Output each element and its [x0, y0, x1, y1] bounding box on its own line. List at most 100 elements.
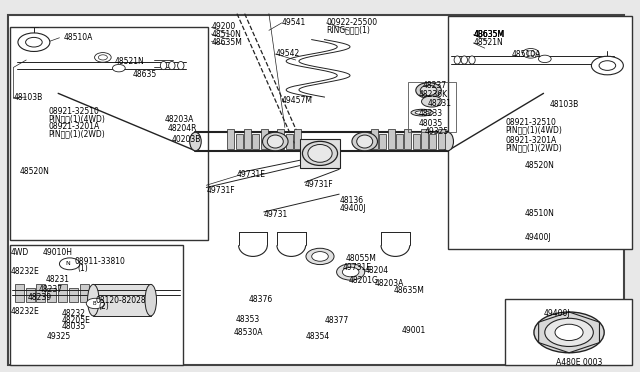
Ellipse shape: [189, 132, 201, 151]
Text: PINピン(1)(4WD): PINピン(1)(4WD): [49, 114, 106, 123]
Text: 48510A: 48510A: [511, 50, 541, 59]
Text: 49542: 49542: [275, 49, 300, 58]
Text: 48635M: 48635M: [473, 29, 504, 39]
Text: 08921-32510: 08921-32510: [505, 119, 556, 128]
Circle shape: [545, 318, 593, 346]
Bar: [438, 129, 445, 149]
Text: 48205E: 48205E: [61, 316, 90, 325]
Text: 49325: 49325: [47, 331, 71, 341]
Ellipse shape: [416, 83, 442, 98]
Ellipse shape: [415, 111, 429, 115]
Text: RINGリング(1): RINGリング(1): [326, 26, 371, 35]
Text: 48232: 48232: [61, 310, 85, 318]
Bar: [260, 129, 268, 149]
Bar: [388, 129, 395, 149]
Bar: [26, 288, 35, 302]
Text: (1): (1): [77, 264, 88, 273]
Ellipse shape: [356, 135, 372, 148]
Circle shape: [306, 248, 334, 264]
Text: 48231: 48231: [45, 275, 69, 284]
Text: 48236K: 48236K: [419, 90, 448, 99]
Bar: [236, 134, 243, 149]
Bar: [404, 129, 412, 149]
Text: A480E 0003: A480E 0003: [556, 357, 603, 366]
Text: 49400J: 49400J: [543, 310, 570, 318]
Text: 49400J: 49400J: [524, 233, 551, 243]
Text: 48035: 48035: [61, 322, 86, 331]
Bar: [244, 129, 251, 149]
Ellipse shape: [422, 96, 442, 107]
Text: 48203A: 48203A: [164, 115, 193, 124]
Ellipse shape: [88, 285, 99, 316]
Text: 49457M: 49457M: [282, 96, 313, 105]
Text: 48354: 48354: [306, 331, 330, 341]
Text: 08120-82028: 08120-82028: [95, 296, 146, 305]
Circle shape: [99, 55, 108, 60]
Text: 48136: 48136: [339, 196, 364, 205]
Circle shape: [95, 52, 111, 62]
Bar: [294, 129, 301, 149]
Bar: [80, 284, 89, 302]
Bar: [47, 288, 56, 302]
Ellipse shape: [411, 109, 433, 116]
Circle shape: [555, 324, 583, 340]
Text: 48233: 48233: [419, 109, 442, 118]
Text: 49400J: 49400J: [339, 204, 366, 213]
Text: 49731F: 49731F: [305, 180, 333, 189]
Circle shape: [113, 64, 125, 72]
Ellipse shape: [161, 61, 167, 70]
Bar: [10, 27, 208, 240]
Text: 49731F: 49731F: [206, 186, 235, 195]
Text: 48376: 48376: [248, 295, 273, 304]
Text: 48103B: 48103B: [13, 93, 43, 102]
Text: 48237: 48237: [39, 285, 63, 294]
Text: 48201G: 48201G: [349, 276, 379, 285]
Text: 4WD: 4WD: [11, 248, 29, 257]
Text: (2): (2): [99, 302, 109, 311]
Bar: [15, 284, 24, 302]
Text: 48232E: 48232E: [11, 307, 40, 316]
Bar: [448, 16, 632, 249]
Text: 48055M: 48055M: [346, 254, 376, 263]
Text: 48377: 48377: [325, 316, 349, 325]
Text: 48521N: 48521N: [115, 57, 144, 66]
Bar: [300, 138, 340, 168]
Bar: [421, 129, 428, 149]
Text: 00922-25500: 00922-25500: [326, 19, 378, 28]
Bar: [396, 134, 403, 149]
Circle shape: [534, 312, 604, 353]
Text: 48239: 48239: [28, 293, 52, 302]
Text: 48232E: 48232E: [11, 267, 40, 276]
Circle shape: [18, 33, 50, 51]
Text: 48530A: 48530A: [234, 328, 263, 337]
Circle shape: [337, 264, 365, 280]
Circle shape: [591, 56, 623, 75]
Text: 08921-32510: 08921-32510: [49, 108, 99, 116]
Text: 49200: 49200: [211, 22, 236, 31]
Circle shape: [522, 48, 539, 58]
Bar: [285, 134, 292, 149]
Text: 49731E: 49731E: [237, 170, 266, 179]
Text: 08921-3201A: 08921-3201A: [505, 136, 556, 145]
Circle shape: [26, 37, 42, 47]
Bar: [380, 134, 387, 149]
Bar: [58, 284, 67, 302]
Circle shape: [312, 251, 328, 261]
Bar: [277, 129, 284, 149]
Text: 49731: 49731: [264, 211, 288, 219]
Text: 4B635M: 4B635M: [473, 29, 504, 39]
Ellipse shape: [420, 85, 437, 96]
Text: 48520N: 48520N: [20, 167, 50, 176]
Circle shape: [60, 258, 80, 270]
Ellipse shape: [303, 141, 337, 166]
Text: PINピン(1)(2WD): PINピン(1)(2WD): [49, 129, 106, 138]
Ellipse shape: [177, 61, 184, 70]
Bar: [10, 245, 182, 365]
Bar: [371, 129, 378, 149]
Text: PINピン(1)(4WD): PINピン(1)(4WD): [505, 125, 562, 134]
Text: 48203A: 48203A: [374, 279, 404, 288]
Ellipse shape: [352, 132, 378, 151]
Ellipse shape: [468, 56, 475, 64]
Circle shape: [342, 267, 359, 277]
Ellipse shape: [308, 144, 332, 162]
